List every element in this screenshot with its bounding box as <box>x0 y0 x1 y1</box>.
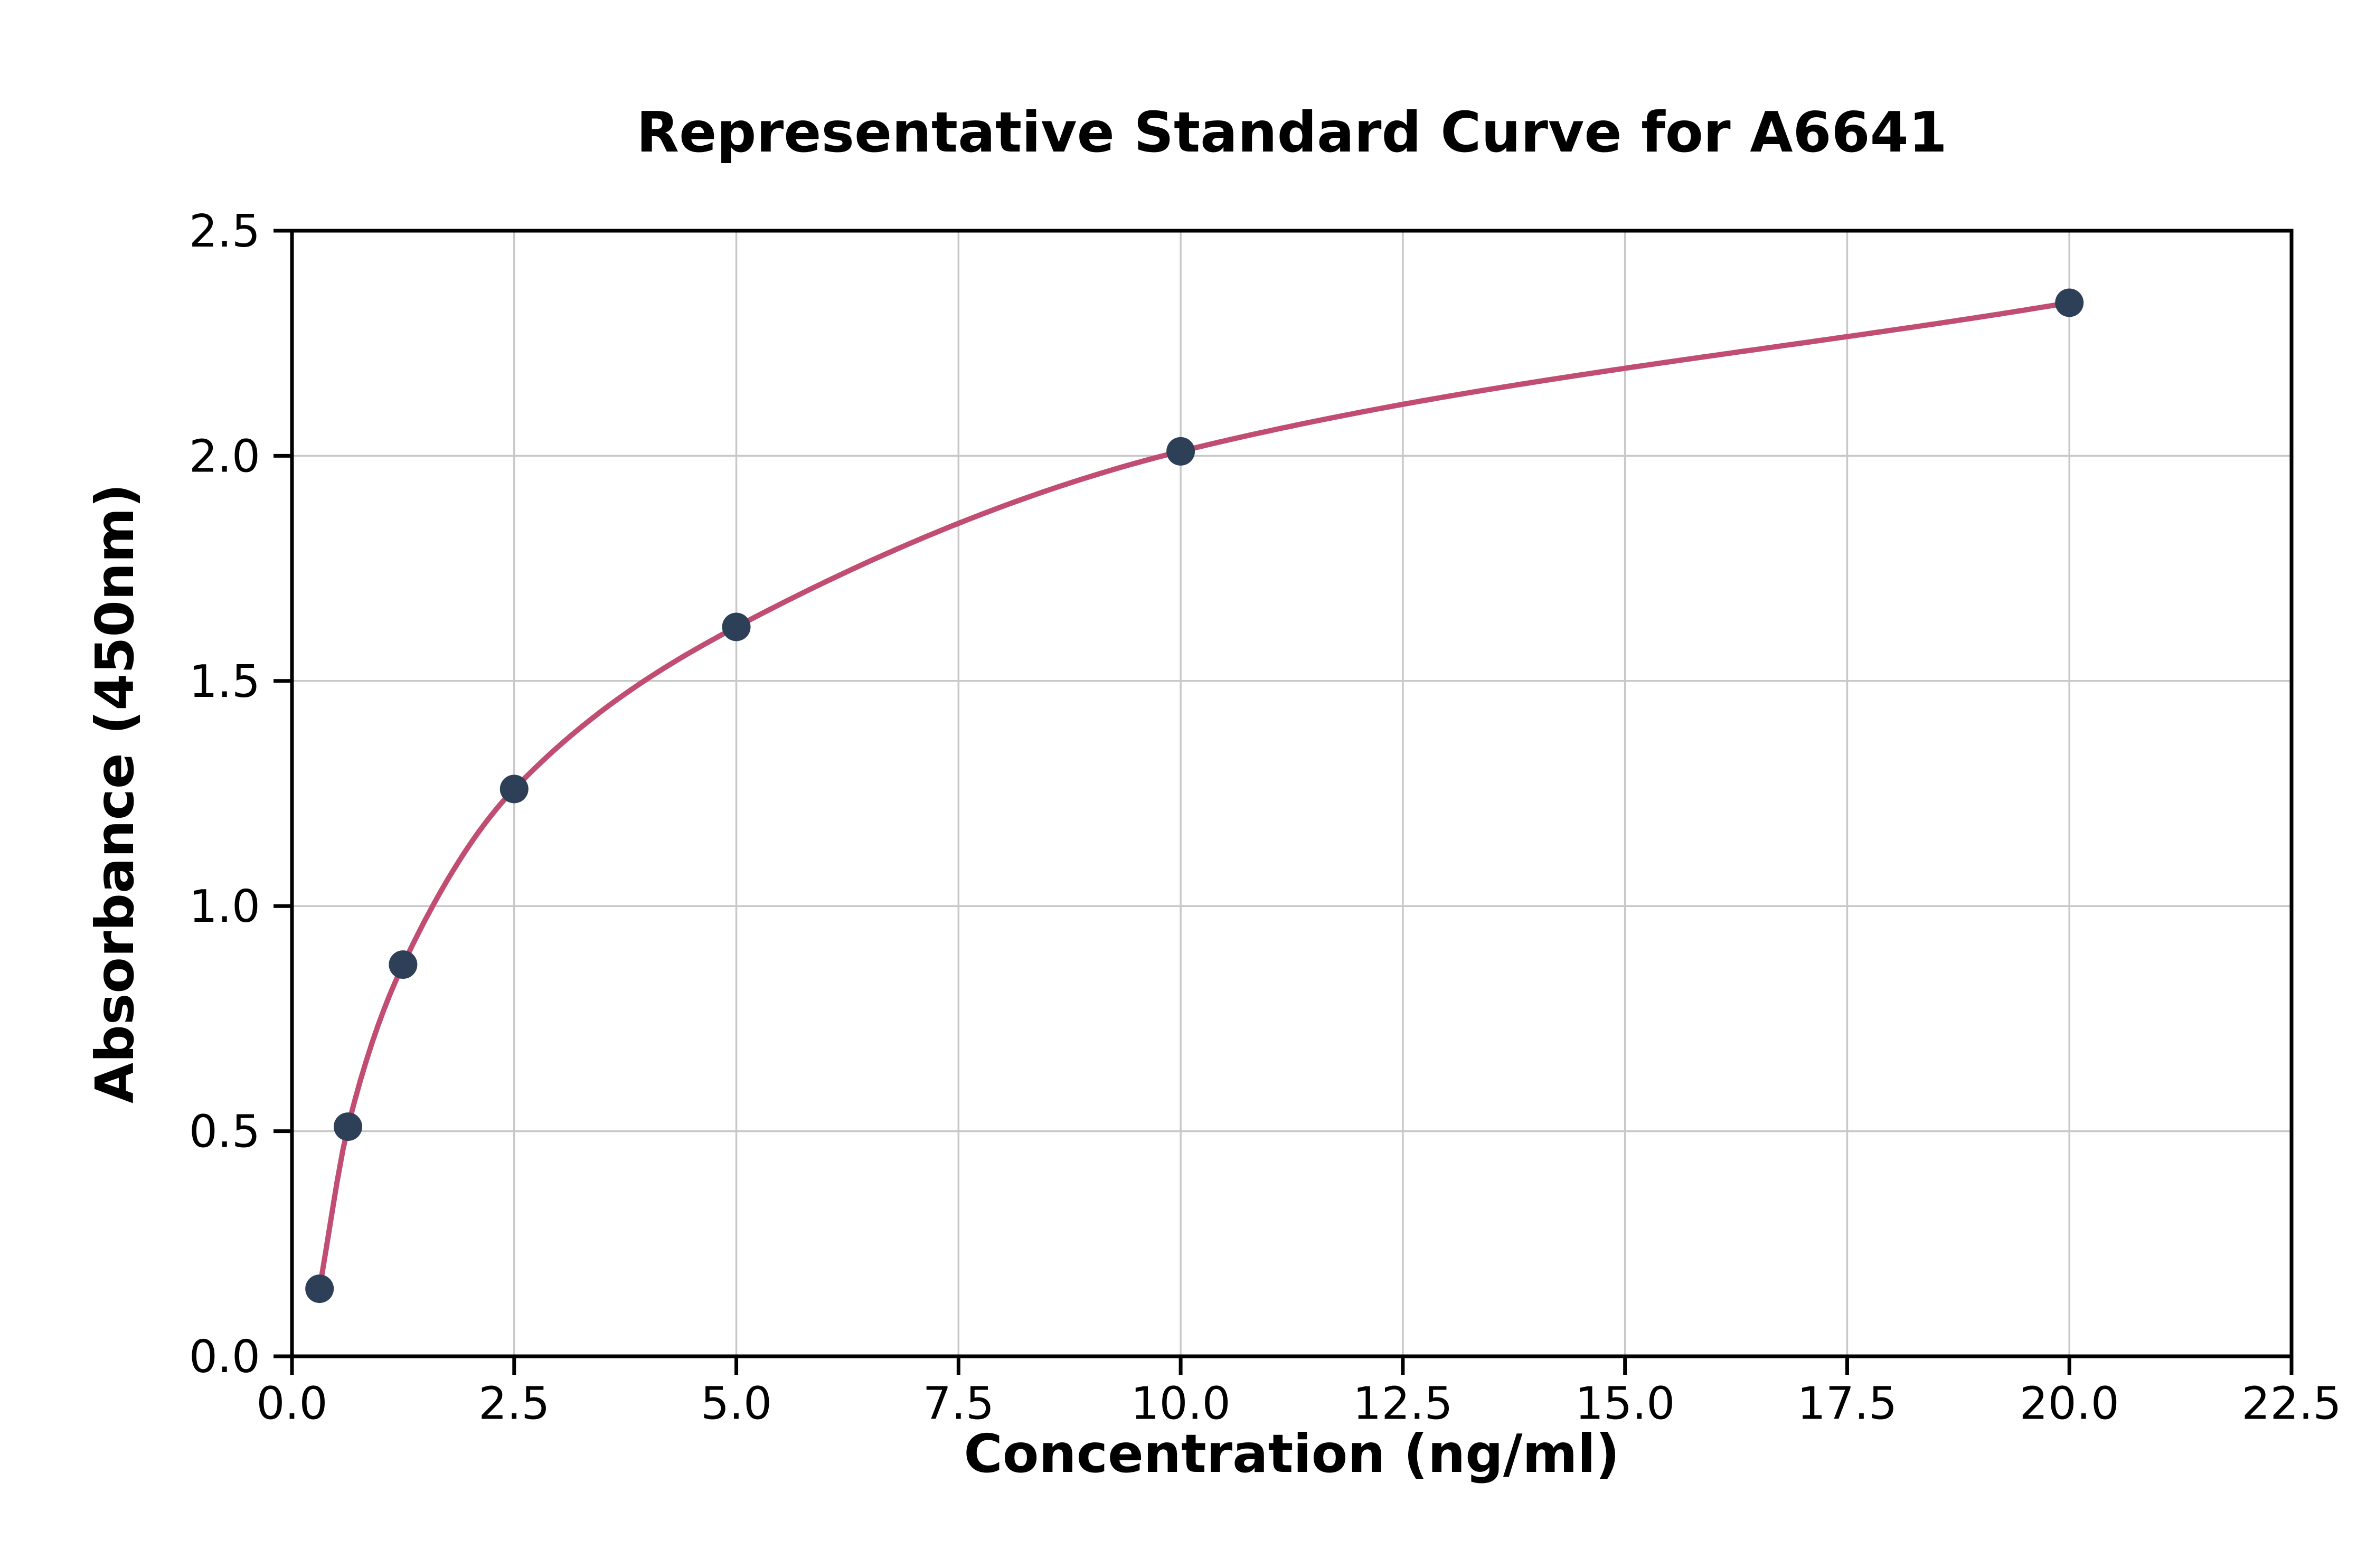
x-axis-label: Concentration (ng/ml) <box>964 1423 1620 1485</box>
x-tick-label: 20.0 <box>2020 1377 2119 1430</box>
y-tick-label: 0.5 <box>189 1106 260 1158</box>
x-tick-label: 7.5 <box>923 1377 994 1430</box>
x-tick-label: 12.5 <box>1353 1377 1453 1430</box>
y-tick-label: 1.0 <box>189 881 260 933</box>
x-tick-label: 2.5 <box>478 1377 550 1430</box>
chart-title: Representative Standard Curve for A6641 <box>636 100 1947 165</box>
x-tick-label: 22.5 <box>2241 1377 2341 1430</box>
data-point <box>334 1112 363 1141</box>
x-tick-label: 0.0 <box>256 1377 327 1430</box>
x-tick-label: 15.0 <box>1575 1377 1675 1430</box>
data-point <box>2055 288 2084 317</box>
data-point <box>305 1274 334 1303</box>
data-point <box>389 950 418 979</box>
y-tick-label: 1.5 <box>189 656 260 708</box>
x-tick-label: 17.5 <box>1797 1377 1897 1430</box>
axes-box <box>290 229 2294 1358</box>
x-tick-label: 5.0 <box>701 1377 772 1430</box>
y-tick-label: 2.5 <box>189 205 260 258</box>
x-tick-label: 10.0 <box>1130 1377 1230 1430</box>
data-point <box>722 612 751 641</box>
y-tick-label: 0.0 <box>189 1331 260 1383</box>
data-point <box>499 774 529 804</box>
data-point <box>1166 437 1195 466</box>
y-tick-label: 2.0 <box>189 430 260 483</box>
